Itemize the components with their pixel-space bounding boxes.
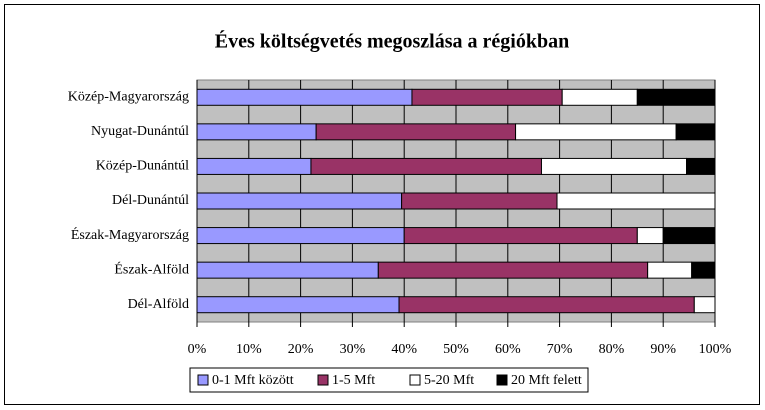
bar-segment	[310, 157, 542, 175]
bar-segment	[196, 123, 317, 141]
x-tick-label: 90%	[650, 342, 676, 357]
bar-segment	[196, 261, 379, 279]
bar-segment	[377, 261, 649, 279]
x-tick-label: 100%	[699, 342, 732, 357]
bar-segment	[647, 261, 693, 279]
bar-segment	[403, 227, 638, 245]
bar-segment	[196, 296, 400, 314]
x-tick-label: 20%	[288, 342, 314, 357]
bar-segment	[693, 296, 716, 314]
bar-segment	[196, 157, 312, 175]
y-tick-label: Dél-Dunántúl	[112, 193, 189, 208]
bar-segment	[196, 227, 405, 245]
bar-segment	[411, 88, 563, 106]
bar-segment	[401, 192, 558, 210]
bar-segment	[540, 157, 688, 175]
legend-swatch	[496, 374, 508, 386]
bar-segment	[675, 123, 716, 141]
bar-segment	[636, 227, 664, 245]
bar-segment	[398, 296, 695, 314]
y-tick-label: Nyugat-Dunántúl	[91, 124, 189, 139]
y-tick-label: Közép-Dunántúl	[96, 159, 189, 174]
x-tick-label: 50%	[443, 342, 469, 357]
bar-segment	[515, 123, 677, 141]
legend-label: 5-20 Mft	[424, 373, 474, 388]
bar-segment	[196, 192, 403, 210]
bar-segment	[636, 88, 716, 106]
chart-title: Éves költségvetés megoszlása a régiókban	[215, 30, 569, 53]
legend-swatch	[409, 374, 421, 386]
bar-segment	[315, 123, 517, 141]
y-tick-label: Dél-Alföld	[128, 297, 189, 312]
legend-label: 1-5 Mft	[332, 373, 375, 388]
bar-segment	[686, 157, 716, 175]
legend-box	[189, 367, 589, 393]
legend-swatch	[197, 374, 209, 386]
bar-segment	[556, 192, 716, 210]
x-tick-label: 40%	[391, 342, 417, 357]
x-tick-label: 80%	[599, 342, 625, 357]
bar-segment	[561, 88, 638, 106]
x-tick-label: 0%	[188, 342, 207, 357]
legend-label: 20 Mft felett	[511, 373, 582, 388]
x-tick-label: 30%	[340, 342, 366, 357]
x-tick-label: 60%	[495, 342, 521, 357]
y-tick-label: Észak-Magyarország	[71, 226, 189, 243]
legend-swatch	[317, 374, 329, 386]
y-tick-label: Közép-Magyarország	[68, 90, 189, 105]
bar-segment	[196, 88, 413, 106]
y-tick-label: Észak-Alföld	[114, 260, 189, 277]
legend-label: 0-1 Mft között	[212, 373, 294, 388]
bar-segment	[662, 227, 716, 245]
x-tick-label: 70%	[547, 342, 573, 357]
x-tick-label: 10%	[236, 342, 262, 357]
bar-segment	[691, 261, 716, 279]
